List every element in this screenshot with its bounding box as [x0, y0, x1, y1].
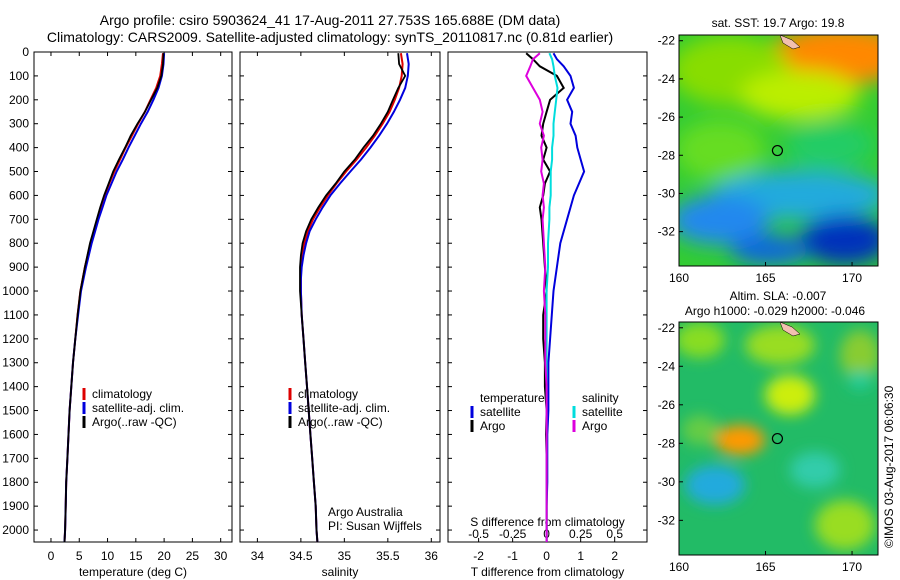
sla_map-ytick-label: -22 [658, 321, 676, 335]
diff-series-0 [545, 52, 586, 542]
salinity-xtick-label: 36 [425, 549, 439, 563]
temperature-xtick-label: 0 [48, 549, 55, 563]
sla-map-field [679, 322, 878, 555]
salinity-legend-label: Argo(..raw -QC) [298, 415, 383, 429]
sla_map-xtick-label: 160 [669, 560, 689, 574]
depth-tick-label: 1800 [2, 475, 29, 489]
depth-tick-label: 400 [9, 141, 29, 155]
sst_map-frame [678, 34, 879, 267]
depth-tick-label: 1300 [2, 356, 29, 370]
salinity-annotation: Argo Australia [328, 505, 403, 519]
sst_map-ytick-label: -30 [658, 186, 676, 200]
depth-tick-label: 1500 [2, 404, 29, 418]
sla_map-xtick-label: 170 [842, 560, 862, 574]
salinity-series-2 [299, 53, 407, 543]
salinity-series-1 [299, 53, 410, 543]
diff-legend-label: Argo [480, 419, 506, 433]
salinity-annotation: PI: Susan Wijffels [328, 519, 422, 533]
copyright-stamp: ©IMOS 03-Aug-2017 06:06:30 [882, 385, 896, 548]
diff-series-3 [525, 52, 548, 542]
temperature-xlabel: temperature (deg C) [79, 565, 187, 579]
temperature-legend-label: Argo(..raw -QC) [92, 415, 177, 429]
sst_map-xtick-label: 165 [756, 271, 776, 285]
sst_map-profile-marker [771, 144, 784, 157]
plot-title-line-2: Climatology: CARS2009. Satellite-adjuste… [46, 29, 614, 45]
plot-title-line-1: Argo profile: csiro 5903624_41 17-Aug-20… [99, 12, 561, 28]
depth-tick-label: 100 [9, 69, 29, 83]
sla_map-ytick-label: -32 [658, 513, 676, 527]
sla_map-profile-marker [771, 432, 784, 445]
diff-legend-title-S: salinity [582, 391, 619, 405]
diff-xtick-label-S: -0.25 [499, 527, 527, 541]
diff-xtick-label-T: 0 [543, 549, 550, 563]
temperature-xtick-label: 25 [186, 549, 200, 563]
sst_map-ytick-label: -24 [658, 72, 676, 86]
sst_map-xtick-label: 170 [842, 271, 862, 285]
temperature-xtick-label: 20 [157, 549, 171, 563]
temperature-legend-label: climatology [92, 387, 152, 401]
salinity-xtick-label: 34.5 [289, 549, 313, 563]
salinity-legend-label: climatology [298, 387, 358, 401]
depth-tick-label: 1600 [2, 427, 29, 441]
diff-xtick-label-T: -2 [473, 549, 484, 563]
sla_map-ytick-label: -30 [658, 475, 676, 489]
salinity-series-0 [299, 53, 404, 543]
sla_map-ytick-label: -28 [658, 436, 676, 450]
salinity-xtick-label: 34 [251, 549, 265, 563]
depth-tick-label: 300 [9, 117, 29, 131]
depth-tick-label: 0 [22, 45, 29, 59]
temperature-xtick-label: 30 [214, 549, 228, 563]
sla_map-ytick-label: -24 [658, 359, 676, 373]
sst-map-field [679, 35, 878, 266]
diff-legend-label: satellite [480, 405, 521, 419]
sst_map-ytick-label: -26 [658, 110, 676, 124]
sla_map-xtick-label: 165 [756, 560, 776, 574]
depth-tick-label: 1000 [2, 284, 29, 298]
diff-legend-label: satellite [582, 405, 623, 419]
diff-xlabel: T difference from climatology [471, 565, 625, 579]
sla-map-title: Altim. SLA: -0.007 [730, 289, 827, 303]
diff-legend-label: Argo [582, 419, 608, 433]
depth-tick-label: 1700 [2, 451, 29, 465]
diff-xtick-label-T: 1 [577, 549, 584, 563]
salinity-panel-frame [239, 51, 441, 543]
depth-tick-label: 700 [9, 212, 29, 226]
depth-tick-label: 2000 [2, 523, 29, 537]
salinity-xlabel: salinity [322, 565, 359, 579]
diff-xtick-label-T: -1 [507, 549, 518, 563]
depth-tick-label: 800 [9, 236, 29, 250]
temperature-xtick-label: 15 [129, 549, 143, 563]
salinity-xtick-label: 35.5 [376, 549, 400, 563]
diff-legend-title-T: temperature [480, 391, 545, 405]
sla-map-subtitle: Argo h1000: -0.029 h2000: -0.046 [685, 304, 865, 318]
salinity-legend-label: satellite-adj. clim. [298, 401, 390, 415]
temperature-xtick-label: 10 [101, 549, 115, 563]
sst_map-ytick-label: -28 [658, 148, 676, 162]
salinity-xtick-label: 35 [338, 549, 352, 563]
depth-tick-label: 1900 [2, 499, 29, 513]
sst-map-title: sat. SST: 19.7 Argo: 19.8 [712, 16, 845, 30]
depth-tick-label: 1100 [3, 308, 29, 322]
depth-tick-label: 600 [9, 188, 29, 202]
sla_map-ytick-label: -26 [658, 398, 676, 412]
depth-tick-label: 1400 [2, 380, 29, 394]
temperature-series-2 [63, 53, 165, 543]
diff-xtick-label-S: 0.5 [606, 527, 623, 541]
diff-xtick-label-S: 0.25 [569, 527, 593, 541]
temperature-legend-label: satellite-adj. clim. [92, 401, 184, 415]
temperature-xtick-label: 5 [76, 549, 83, 563]
sst_map-xtick-label: 160 [669, 271, 689, 285]
sla_map-frame [678, 321, 879, 556]
diff-xtick-label-T: 2 [611, 549, 618, 563]
temperature-panel-frame [33, 51, 233, 543]
depth-tick-label: 500 [9, 165, 29, 179]
sst_map-ytick-label: -32 [658, 225, 676, 239]
depth-tick-label: 200 [9, 93, 29, 107]
sst_map-ytick-label: -22 [658, 34, 676, 48]
depth-tick-label: 1200 [2, 332, 29, 346]
depth-tick-label: 900 [9, 260, 29, 274]
diff-xtick-label-S: -0.5 [468, 527, 489, 541]
